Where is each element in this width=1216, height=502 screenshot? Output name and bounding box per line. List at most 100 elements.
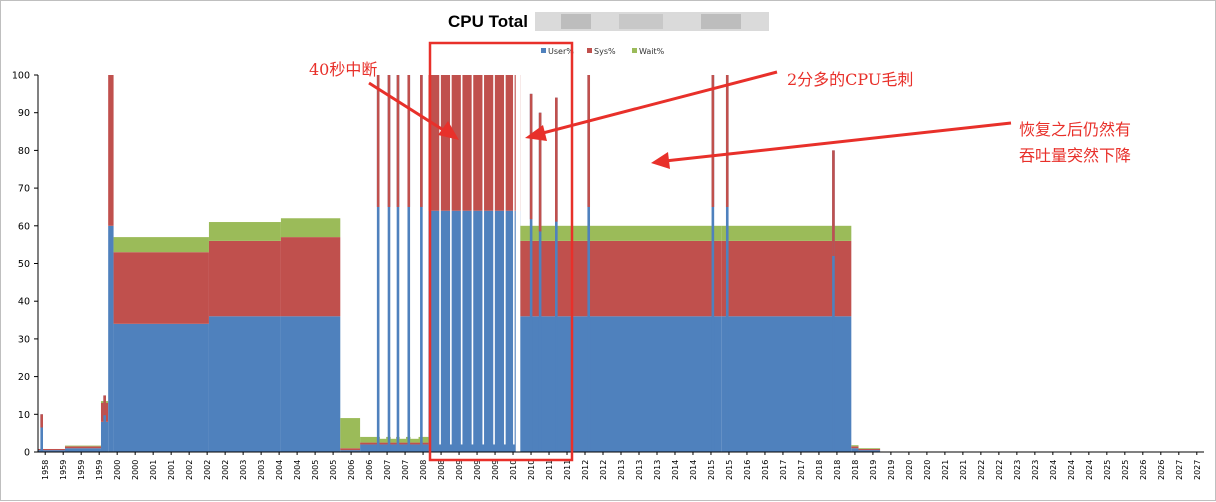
arrow-recovery <box>651 121 1012 169</box>
area-user-11 <box>721 316 852 452</box>
spike-top-6 <box>420 75 423 207</box>
x-tick-label-49: 2020 <box>923 460 932 480</box>
spike-8 <box>538 112 542 452</box>
area-wait-10 <box>520 225 722 241</box>
separator-0 <box>439 75 441 445</box>
legend-swatch-0 <box>541 48 546 53</box>
separator-3 <box>471 75 474 445</box>
legend-label-1: Sys% <box>594 47 616 56</box>
x-tick-label-42: 2017 <box>797 460 806 480</box>
annotation-recovery-line2: 吞吐量突然下降 <box>1019 146 1131 165</box>
x-tick-label-5: 2000 <box>131 460 140 480</box>
x-tick-label-57: 2024 <box>1067 460 1076 480</box>
area-user-6 <box>280 316 341 452</box>
separator-2 <box>460 75 463 445</box>
x-tick-label-51: 2021 <box>959 460 968 480</box>
area-wait-4 <box>113 237 209 253</box>
area-user-3 <box>108 225 114 452</box>
x-tick-label-15: 2005 <box>311 460 320 480</box>
separator-6 <box>504 75 506 445</box>
area-wait-8 <box>360 436 429 443</box>
x-tick-label-44: 2018 <box>833 460 842 480</box>
spike-top-4 <box>396 75 400 207</box>
area-sys-8 <box>360 442 429 445</box>
x-tick-label-54: 2023 <box>1013 460 1022 480</box>
x-axis: 1958 1959 1959 1959 2000 2000 2001 2001 2002 2002… <box>38 451 1204 480</box>
x-tick-label-3: 1959 <box>95 460 104 480</box>
spike-1 <box>103 395 106 452</box>
y-tick-label-0: 0 <box>24 448 30 459</box>
spike-9 <box>555 97 558 453</box>
area-user-9 <box>428 210 521 452</box>
area-wait-7 <box>340 418 361 449</box>
gap-2 <box>399 75 406 439</box>
area-sys-9 <box>428 75 521 211</box>
spike-7 <box>529 93 533 452</box>
area-sys-12 <box>851 446 859 449</box>
x-tick-label-55: 2023 <box>1031 460 1040 480</box>
x-tick-label-64: 2027 <box>1193 460 1202 480</box>
chart-title: CPU Total <box>448 12 528 31</box>
annotation-interruption: 40秒中断 <box>309 60 377 79</box>
x-tick-label-2: 1959 <box>77 460 86 480</box>
area-wait-1 <box>64 445 101 447</box>
area-sys-6 <box>280 237 341 317</box>
y-tick-label-4: 40 <box>18 297 30 308</box>
x-tick-label-29: 2011 <box>563 460 572 480</box>
x-tick-label-27: 2010 <box>527 460 536 480</box>
area-wait-13 <box>858 448 881 449</box>
area-wait-12 <box>851 445 859 447</box>
spike-11 <box>711 75 715 452</box>
area-user-10 <box>520 316 722 452</box>
x-tick-label-46: 2019 <box>869 460 878 480</box>
spike-top-13 <box>832 150 835 256</box>
x-tick-label-38: 2015 <box>725 460 734 480</box>
gap-0 <box>379 75 387 439</box>
spike-4 <box>396 75 400 452</box>
x-tick-label-8: 2002 <box>185 460 194 480</box>
chart-legend: User% Sys% Wait% <box>541 47 665 56</box>
x-tick-label-53: 2022 <box>995 460 1004 480</box>
y-tick-label-8: 80 <box>18 146 30 157</box>
x-tick-label-24: 2009 <box>473 460 482 480</box>
arrow-interruption <box>368 81 459 140</box>
x-tick-label-40: 2016 <box>761 460 770 480</box>
legend-label-0: User% <box>548 47 574 56</box>
area-sys-3 <box>108 75 114 226</box>
area-user-0 <box>38 450 65 452</box>
spike-3 <box>387 75 391 452</box>
x-tick-label-63: 2027 <box>1175 460 1184 480</box>
x-tick-label-0: 1958 <box>41 460 50 480</box>
x-tick-label-28: 2011 <box>545 460 554 480</box>
annotation-recovery-line1: 恢复之后仍然有 <box>1019 120 1131 139</box>
y-tick-label-9: 90 <box>18 108 30 119</box>
spike-top-1 <box>103 395 106 416</box>
spike-10 <box>587 75 591 452</box>
x-tick-label-25: 2009 <box>491 460 500 480</box>
area-user-8 <box>360 444 429 452</box>
x-tick-label-35: 2014 <box>671 460 680 480</box>
spike-top-8 <box>538 112 542 232</box>
spike-top-10 <box>587 75 591 207</box>
x-tick-label-34: 2013 <box>653 460 662 480</box>
annotation-cpu-spike: 2分多的CPU毛刺 <box>787 70 913 89</box>
x-tick-label-61: 2026 <box>1139 460 1148 480</box>
redacted-title-overlay <box>535 12 769 31</box>
recovery-gap <box>515 75 521 452</box>
area-sys-7 <box>340 448 361 451</box>
x-tick-label-52: 2022 <box>977 460 986 480</box>
x-tick-label-48: 2020 <box>905 460 914 480</box>
spike-top-7 <box>529 93 533 220</box>
x-tick-label-16: 2005 <box>329 460 338 480</box>
x-tick-label-6: 2001 <box>149 460 158 480</box>
y-tick-label-1: 10 <box>18 410 30 421</box>
area-sys-10 <box>520 240 722 317</box>
x-tick-label-32: 2013 <box>617 460 626 480</box>
area-wait-5 <box>208 222 281 241</box>
x-tick-label-37: 2015 <box>707 460 716 480</box>
x-tick-label-21: 2008 <box>419 460 428 480</box>
x-tick-label-31: 2012 <box>599 460 608 480</box>
spike-12 <box>725 75 729 452</box>
y-tick-label-6: 60 <box>18 221 30 232</box>
